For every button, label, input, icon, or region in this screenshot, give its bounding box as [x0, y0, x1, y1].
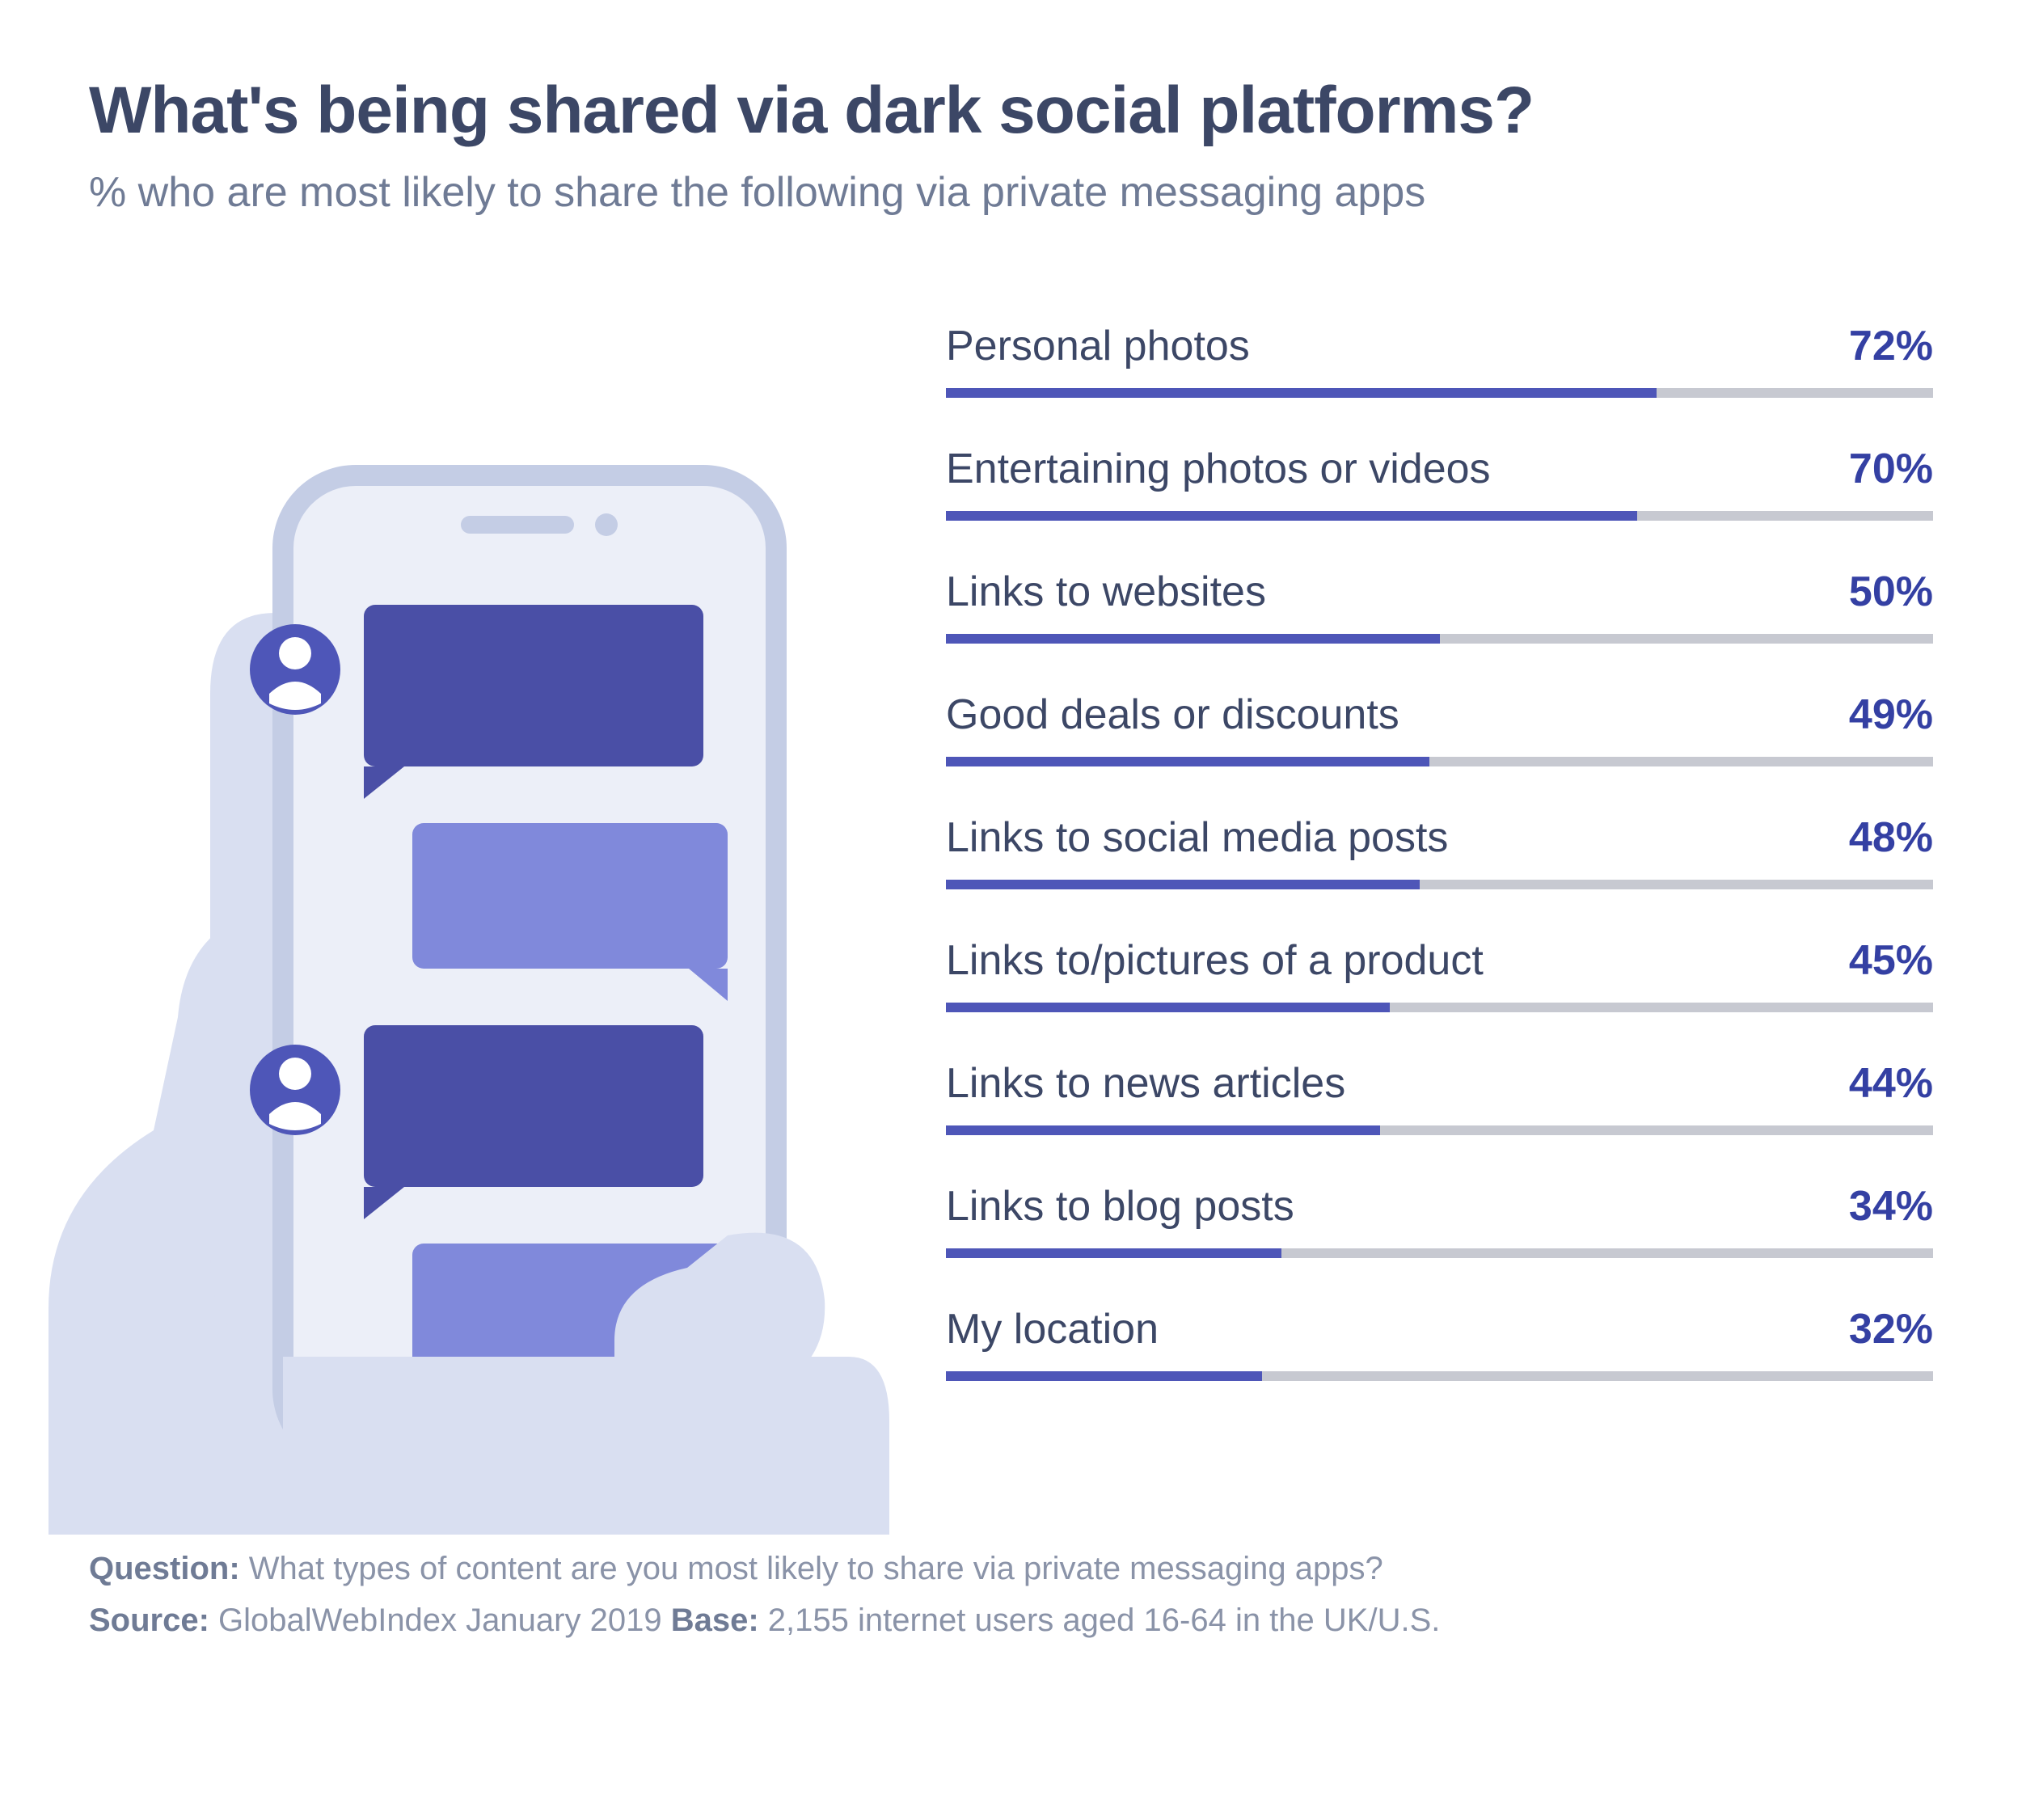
page-title: What's being shared via dark social plat… [89, 73, 1933, 149]
bar-track [946, 880, 1933, 889]
bar-track [946, 1371, 1933, 1381]
footer-question-line: Question: What types of content are you … [89, 1543, 1933, 1594]
bar-label-row: My location 32% [946, 1305, 1933, 1353]
bar-track [946, 511, 1933, 521]
bar-value: 50% [1849, 568, 1933, 616]
infographic-page: What's being shared via dark social plat… [0, 0, 2022, 1820]
base-label: Base: [671, 1603, 759, 1638]
bar-label-row: Good deals or discounts 49% [946, 690, 1933, 739]
bar-fill [946, 757, 1429, 766]
bar-item: Links to news articles 44% [946, 1059, 1933, 1135]
bar-label-row: Links to news articles 44% [946, 1059, 1933, 1108]
bar-value: 49% [1849, 690, 1933, 739]
footer-source-line: Source: GlobalWebIndex January 2019 Base… [89, 1594, 1933, 1646]
bar-item: Entertaining photos or videos 70% [946, 445, 1933, 521]
bar-label-row: Links to social media posts 48% [946, 813, 1933, 862]
bar-label: Entertaining photos or videos [946, 445, 1491, 493]
bar-label-row: Links to blog posts 34% [946, 1182, 1933, 1231]
avatar-icon [250, 1045, 340, 1135]
bar-track [946, 1003, 1933, 1012]
bar-item: My location 32% [946, 1305, 1933, 1381]
bars-column: Personal photos 72% Entertaining photos or… [946, 314, 1933, 1486]
bar-track [946, 1248, 1933, 1258]
base-text: 2,155 internet users aged 16-64 in the U… [759, 1603, 1441, 1638]
question-text: What types of content are you most likel… [240, 1551, 1383, 1586]
bar-item: Links to social media posts 48% [946, 813, 1933, 889]
page-subtitle: % who are most likely to share the follo… [89, 168, 1933, 217]
bar-label: Links to blog posts [946, 1182, 1294, 1231]
bar-track [946, 388, 1933, 398]
bar-label: Good deals or discounts [946, 690, 1399, 739]
avatar-icon [250, 624, 340, 715]
illustration-column [89, 314, 897, 1486]
bar-label-row: Links to websites 50% [946, 568, 1933, 616]
bar-fill [946, 388, 1657, 398]
bar-item: Links to/pictures of a product 45% [946, 936, 1933, 1012]
question-label: Question: [89, 1551, 240, 1586]
bar-item: Personal photos 72% [946, 322, 1933, 398]
phone-camera-icon [595, 513, 618, 536]
source-label: Source: [89, 1603, 209, 1638]
bar-fill [946, 634, 1440, 644]
bar-label: Links to news articles [946, 1059, 1345, 1108]
bar-track [946, 757, 1933, 766]
bar-value: 48% [1849, 813, 1933, 862]
bar-fill [946, 511, 1637, 521]
bar-label: Links to/pictures of a product [946, 936, 1484, 985]
bar-label: Links to websites [946, 568, 1266, 616]
bar-label: Links to social media posts [946, 813, 1448, 862]
bar-item: Links to blog posts 34% [946, 1182, 1933, 1258]
bar-track [946, 634, 1933, 644]
bar-fill [946, 880, 1420, 889]
bar-value: 72% [1849, 322, 1933, 370]
bar-label: Personal photos [946, 322, 1250, 370]
bar-value: 45% [1849, 936, 1933, 985]
bar-label-row: Entertaining photos or videos 70% [946, 445, 1933, 493]
bar-fill [946, 1003, 1390, 1012]
bar-value: 32% [1849, 1305, 1933, 1353]
phone-speaker-icon [461, 516, 574, 534]
bar-value: 70% [1849, 445, 1933, 493]
source-text: GlobalWebIndex January 2019 [209, 1603, 671, 1638]
footer-notes: Question: What types of content are you … [89, 1543, 1933, 1646]
bar-label: My location [946, 1305, 1159, 1353]
bar-track [946, 1125, 1933, 1135]
bar-item: Links to websites 50% [946, 568, 1933, 644]
bar-item: Good deals or discounts 49% [946, 690, 1933, 766]
bar-value: 44% [1849, 1059, 1933, 1108]
bar-label-row: Links to/pictures of a product 45% [946, 936, 1933, 985]
bar-value: 34% [1849, 1182, 1933, 1231]
bar-fill [946, 1125, 1380, 1135]
bar-fill [946, 1248, 1281, 1258]
bar-label-row: Personal photos 72% [946, 322, 1933, 370]
bar-fill [946, 1371, 1262, 1381]
phone-in-hand-illustration [0, 403, 889, 1535]
content-row: Personal photos 72% Entertaining photos or… [89, 314, 1933, 1486]
